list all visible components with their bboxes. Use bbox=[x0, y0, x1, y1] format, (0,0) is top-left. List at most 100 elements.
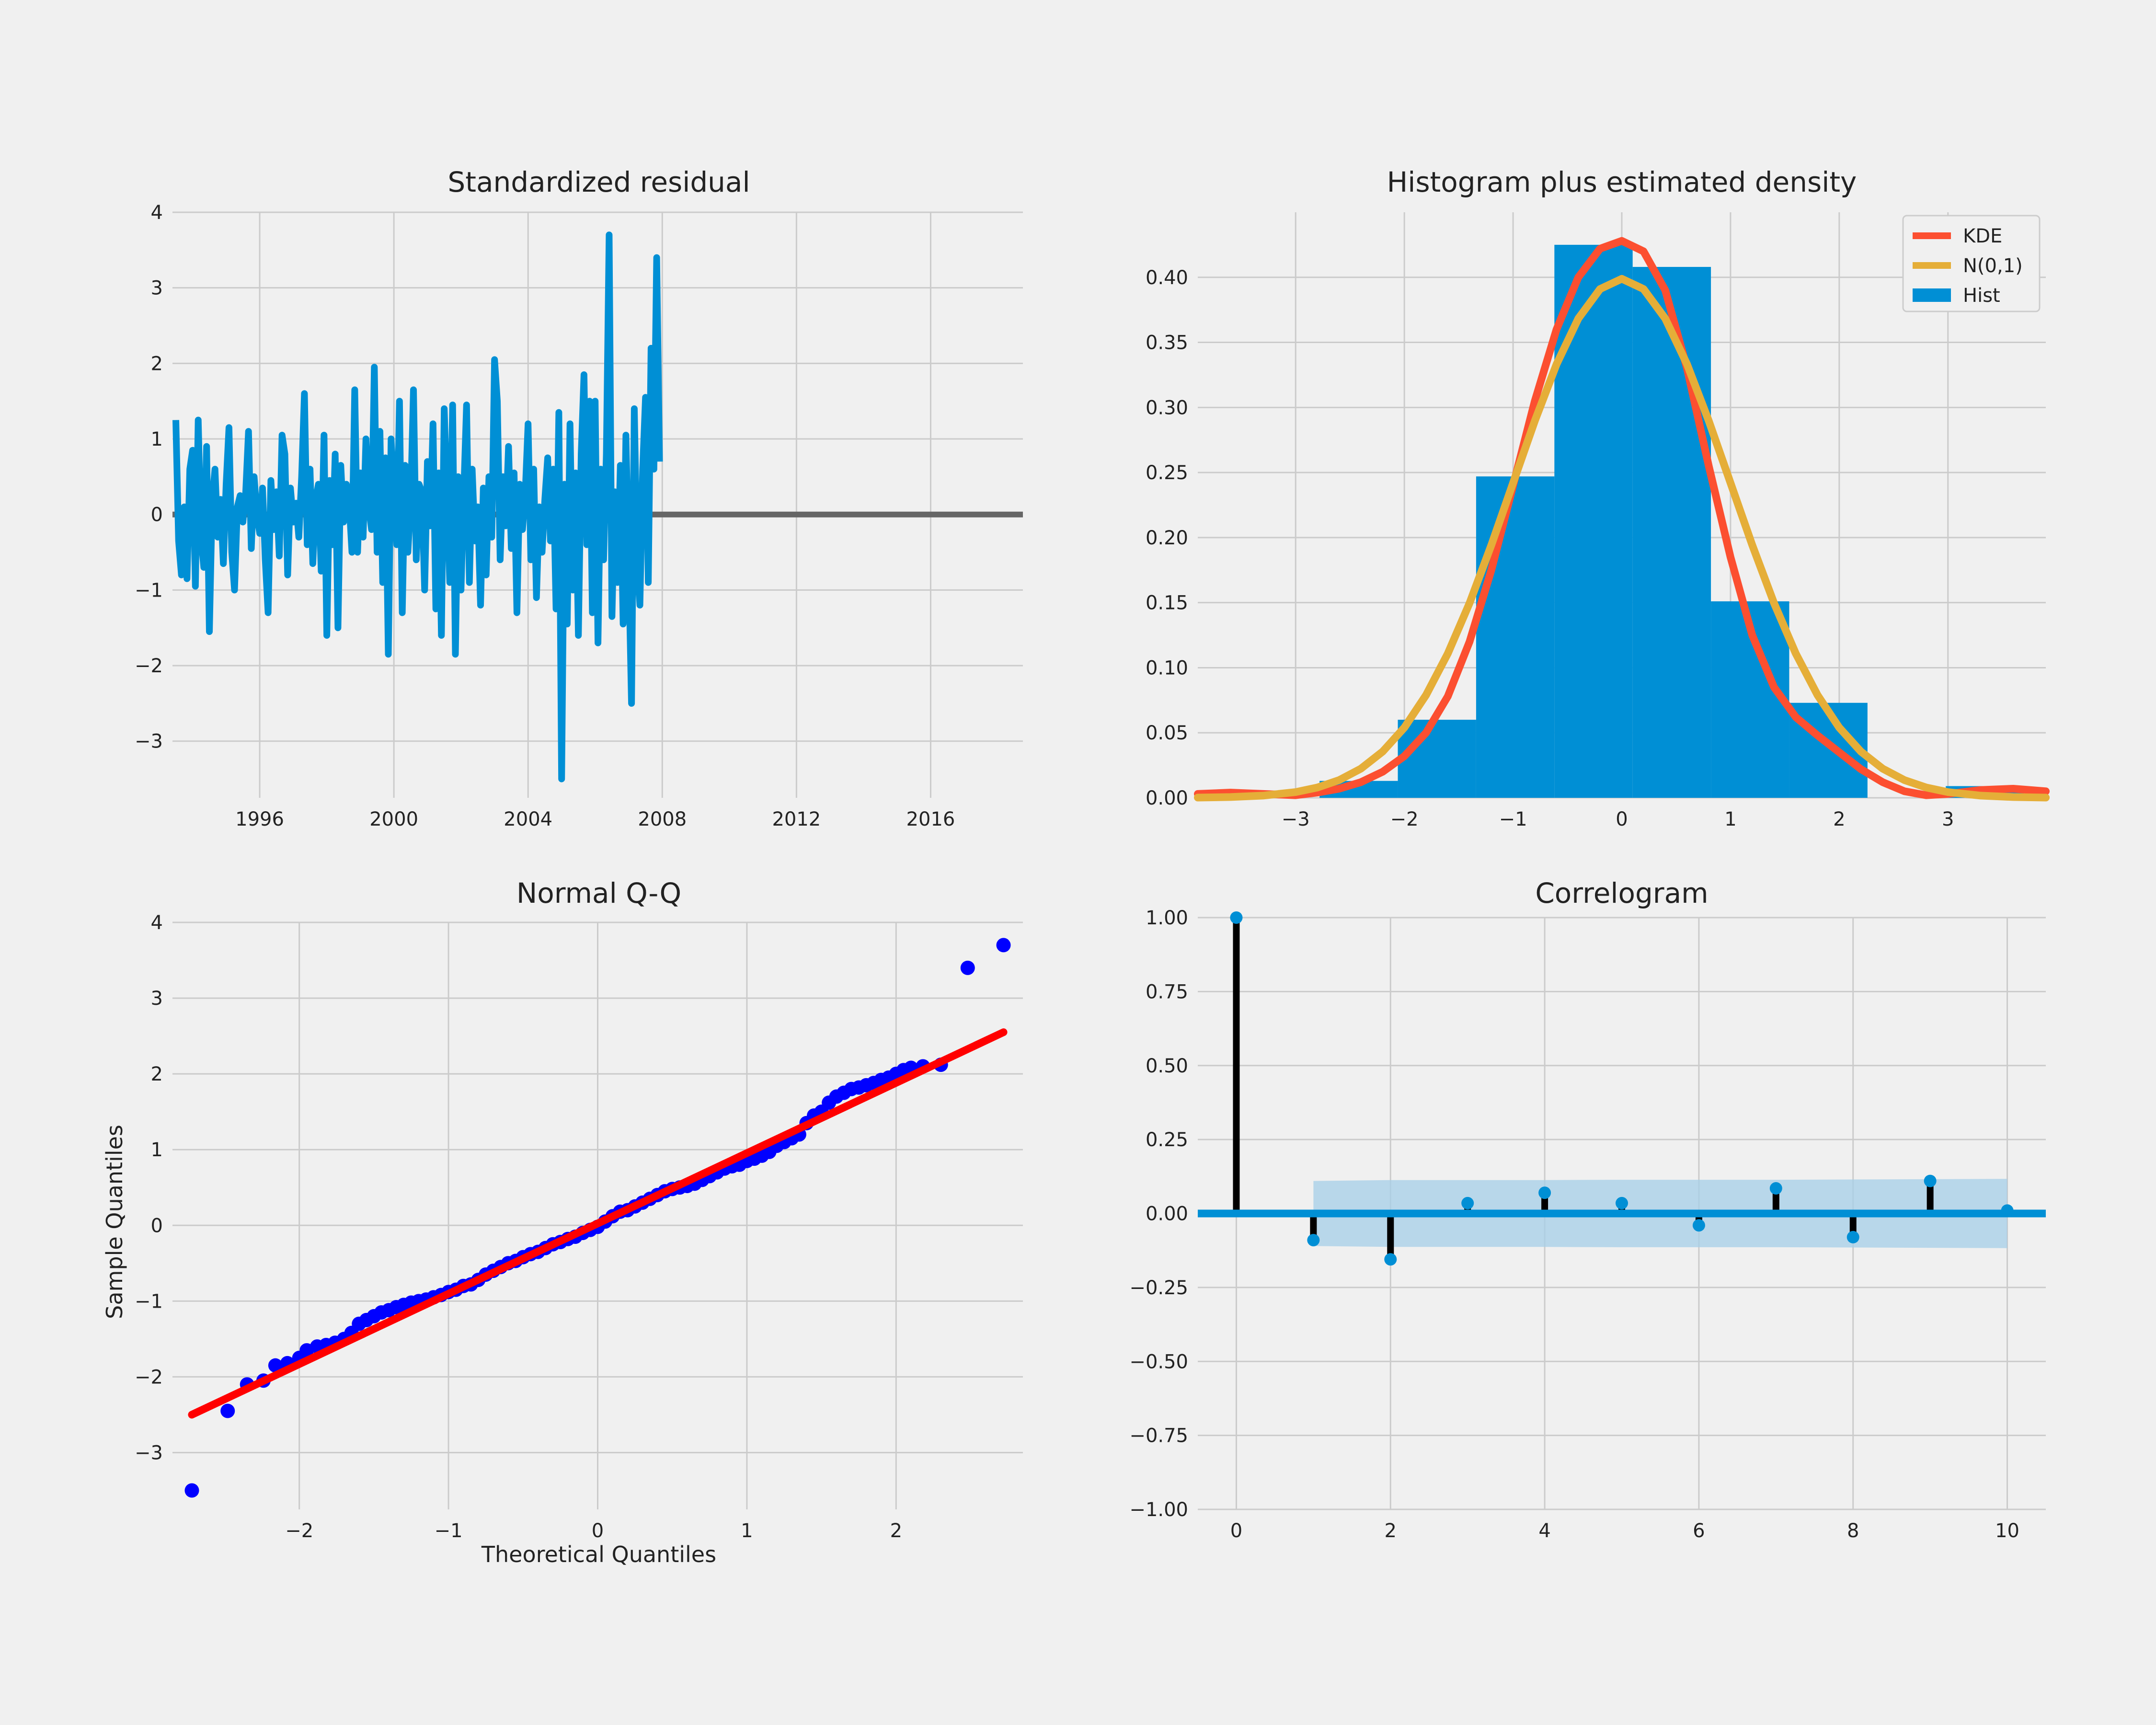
qq-ytick-label: −1 bbox=[135, 1290, 163, 1312]
residual-ytick-label: −1 bbox=[135, 579, 163, 601]
histogram-ytick-label: 0.15 bbox=[1146, 592, 1188, 614]
acf-point bbox=[1692, 1219, 1705, 1232]
acf-point bbox=[1924, 1174, 1937, 1187]
qq-marks bbox=[184, 938, 1011, 1498]
residual-xtick-label: 2012 bbox=[772, 808, 821, 830]
correlogram-xtick-label: 4 bbox=[1538, 1520, 1550, 1542]
qq-panel: Normal Q-Q −3 −2 −1 0 1 2 3 4 −2 −1 0 1 2 Theoretica… bbox=[102, 877, 1023, 1567]
histogram-panel: Histogram plus estimated density 0.000.0… bbox=[1146, 166, 2050, 830]
residual-ytick-label: 0 bbox=[151, 504, 163, 526]
qq-point bbox=[184, 1483, 199, 1498]
histogram-ytick-label: 0.05 bbox=[1146, 722, 1188, 744]
histogram-bar bbox=[1554, 244, 1633, 798]
correlogram-ytick-label: 1.00 bbox=[1146, 907, 1188, 929]
residual-marks bbox=[172, 231, 1023, 782]
histogram-bar bbox=[1398, 720, 1476, 798]
qq-point bbox=[996, 938, 1011, 953]
acf-point bbox=[1230, 911, 1243, 924]
legend-box bbox=[1902, 215, 2041, 312]
correlogram-ticks: −1.00 −0.75 −0.50 −0.25 0.00 0.25 0.50 0.75 1.00… bbox=[1129, 907, 2019, 1542]
legend-hist-swatch bbox=[1913, 288, 1951, 302]
histogram-ytick-label: 0.10 bbox=[1146, 657, 1188, 679]
correlogram-xtick-label: 2 bbox=[1385, 1520, 1397, 1542]
residual-xtick-label: 2000 bbox=[369, 808, 418, 830]
acf-point bbox=[1769, 1182, 1782, 1195]
residual-xtick-label: 2008 bbox=[638, 808, 687, 830]
correlogram-ytick-label: 0.75 bbox=[1146, 981, 1188, 1003]
qq-point bbox=[960, 960, 975, 975]
qq-xtick-label: −1 bbox=[435, 1520, 463, 1542]
correlogram-marks bbox=[1198, 911, 2046, 1266]
qq-point bbox=[268, 1358, 283, 1373]
acf-point bbox=[1307, 1234, 1320, 1247]
histogram-xtick-label: 1 bbox=[1724, 808, 1736, 830]
histogram-ytick-label: 0.30 bbox=[1146, 397, 1188, 419]
histogram-title: Histogram plus estimated density bbox=[1387, 166, 1857, 198]
correlogram-ytick-label: 0.50 bbox=[1146, 1055, 1188, 1077]
qq-ytick-label: 3 bbox=[151, 988, 163, 1010]
residual-xtick-label: 2004 bbox=[504, 808, 552, 830]
qq-point bbox=[220, 1403, 235, 1418]
residual-ytick-label: 4 bbox=[151, 202, 163, 224]
histogram-xtick-label: −3 bbox=[1282, 808, 1310, 830]
legend-label: N(0,1) bbox=[1963, 255, 2023, 277]
qq-ticks: −3 −2 −1 0 1 2 3 4 −2 −1 0 1 2 bbox=[135, 912, 902, 1542]
acf-point bbox=[1384, 1253, 1397, 1266]
correlogram-xtick-label: 0 bbox=[1230, 1520, 1242, 1542]
legend-label: KDE bbox=[1963, 225, 2002, 247]
histogram-ytick-label: 0.25 bbox=[1146, 462, 1188, 484]
qq-ytick-label: −3 bbox=[135, 1442, 163, 1464]
histogram-ytick-label: 0.35 bbox=[1146, 332, 1188, 354]
qq-xlabel: Theoretical Quantiles bbox=[481, 1541, 716, 1567]
qq-ytick-label: 4 bbox=[151, 912, 163, 934]
histogram-marks bbox=[1194, 237, 2050, 802]
correlogram-panel: Correlogram −1.00 −0.75 −0.50 −0.25 0.00 0.25… bbox=[1129, 877, 2046, 1542]
residual-series-line bbox=[172, 231, 663, 782]
histogram-ticks: 0.00 0.05 0.10 0.15 0.20 0.25 0.30 0.35 0.40 −3 −2… bbox=[1146, 267, 1954, 830]
correlogram-ytick-label: 0.00 bbox=[1146, 1203, 1188, 1225]
residual-ytick-label: −3 bbox=[135, 731, 163, 753]
histogram-xtick-label: 0 bbox=[1616, 808, 1628, 830]
residual-xtick-label: 1996 bbox=[235, 808, 284, 830]
correlogram-ytick-label: −0.25 bbox=[1129, 1277, 1188, 1299]
histogram-ytick-label: 0.20 bbox=[1146, 527, 1188, 549]
acf-point bbox=[1616, 1196, 1628, 1209]
correlogram-xtick-label: 6 bbox=[1693, 1520, 1705, 1542]
correlogram-xtick-label: 10 bbox=[1995, 1520, 2019, 1542]
qq-ytick-label: −2 bbox=[135, 1366, 163, 1388]
correlogram-title: Correlogram bbox=[1535, 877, 1708, 909]
histogram-bar bbox=[1632, 267, 1711, 798]
residual-ytick-label: 1 bbox=[151, 428, 163, 450]
qq-xtick-label: 1 bbox=[741, 1520, 753, 1542]
kde-line bbox=[1194, 237, 2050, 799]
qq-ytick-label: 2 bbox=[151, 1063, 163, 1085]
acf-point bbox=[1461, 1196, 1474, 1209]
correlogram-xtick-label: 8 bbox=[1847, 1520, 1859, 1542]
qq-title: Normal Q-Q bbox=[516, 877, 681, 909]
histogram-xtick-label: 3 bbox=[1942, 808, 1954, 830]
qq-ytick-label: 1 bbox=[151, 1139, 163, 1161]
qq-ytick-label: 0 bbox=[151, 1215, 163, 1237]
histogram-xtick-label: 2 bbox=[1833, 808, 1845, 830]
residual-panel: Standardized residual −3 −2 −1 0 1 2 3 4 1996 200… bbox=[135, 166, 1023, 830]
correlogram-ytick-label: −0.50 bbox=[1129, 1351, 1188, 1373]
histogram-ytick-label: 0.40 bbox=[1146, 267, 1188, 289]
qq-xtick-label: 2 bbox=[890, 1520, 902, 1542]
residual-title: Standardized residual bbox=[447, 166, 750, 198]
qq-reference-line bbox=[188, 1028, 1008, 1419]
acf-point bbox=[1538, 1186, 1551, 1199]
legend-label: Hist bbox=[1963, 285, 2000, 307]
histogram-legend: KDE N(0,1) Hist bbox=[1902, 215, 2041, 312]
residual-xtick-label: 2016 bbox=[906, 808, 955, 830]
qq-xtick-label: 0 bbox=[592, 1520, 604, 1542]
histogram-xtick-label: −1 bbox=[1499, 808, 1527, 830]
acf-point bbox=[1846, 1230, 1859, 1243]
qq-xtick-label: −2 bbox=[285, 1520, 313, 1542]
histogram-xtick-label: −2 bbox=[1390, 808, 1419, 830]
correlogram-ytick-label: −0.75 bbox=[1129, 1425, 1188, 1447]
histogram-bar bbox=[1476, 476, 1555, 798]
correlogram-ytick-label: −1.00 bbox=[1129, 1499, 1188, 1521]
correlogram-ytick-label: 0.25 bbox=[1146, 1129, 1188, 1151]
residual-ytick-label: 2 bbox=[151, 353, 163, 375]
